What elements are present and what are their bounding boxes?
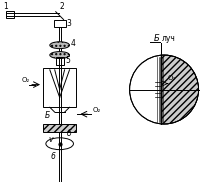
Bar [43,68,76,107]
Text: 2: 2 [59,2,64,11]
Polygon shape [160,55,198,124]
Text: O₂: O₂ [92,107,100,113]
Text: v: v [49,135,53,144]
Bar [54,20,65,28]
Text: б: б [66,129,71,138]
Text: Б: Б [45,111,50,120]
Text: луч: луч [161,34,175,43]
Ellipse shape [50,52,69,58]
Text: 1: 1 [4,2,8,11]
Ellipse shape [50,42,69,49]
Text: 5: 5 [65,57,70,66]
Text: O₂: O₂ [21,77,29,83]
Text: Б: Б [153,34,159,43]
Bar [55,57,63,65]
Bar [6,11,14,18]
Bar [43,124,76,132]
Text: O₂: O₂ [167,75,176,81]
Text: 6: 6 [50,152,55,161]
Text: 3: 3 [66,19,71,28]
Text: 4: 4 [70,39,75,48]
